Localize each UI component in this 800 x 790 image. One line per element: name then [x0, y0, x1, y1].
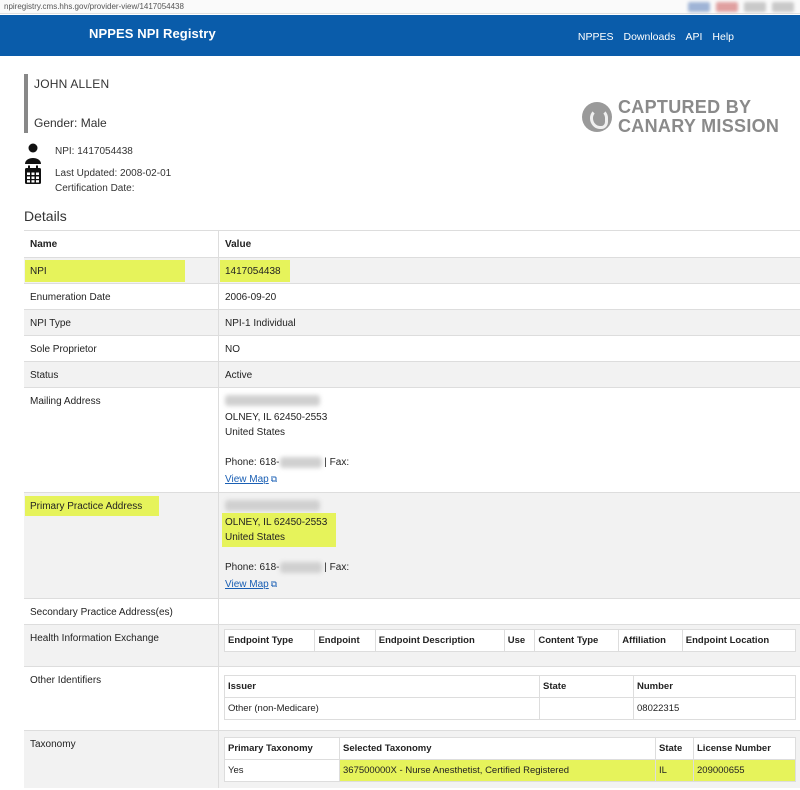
url-text[interactable]: npiregistry.cms.hhs.gov/provider-view/14… [4, 2, 184, 11]
mailing-address-label: Mailing Address [30, 396, 101, 407]
provider-header-bar [24, 74, 28, 133]
redacted-street [225, 500, 320, 511]
hie-col-endpoint-description: Endpoint Description [374, 629, 505, 652]
npi-value: 1417054438 [225, 266, 281, 277]
table-row: Sole Proprietor NO [24, 335, 800, 361]
status-label: Status [30, 370, 59, 381]
redacted-street [225, 395, 320, 406]
person-icon [25, 143, 41, 164]
hie-col-content-type: Content Type [534, 629, 620, 652]
practice-phone: Phone: 618- | Fax: [225, 562, 350, 574]
highlight-mark [25, 496, 159, 516]
provider-gender: Gender: Male [34, 116, 107, 130]
enumeration-date-value: 2006-09-20 [225, 292, 277, 303]
nav-link-api[interactable]: API [685, 31, 703, 43]
mailing-country: United States [225, 427, 286, 438]
practice-country: United States [225, 532, 286, 543]
col-state: State [539, 675, 634, 698]
table-row: Secondary Practice Address(es) [24, 598, 800, 624]
npi-type-value: NPI-1 Individual [225, 318, 296, 329]
redacted-phone [279, 562, 322, 573]
nav-link-downloads[interactable]: Downloads [623, 31, 676, 43]
browser-toolbar-icons [688, 2, 794, 12]
highlight-mark [220, 260, 290, 282]
sole-proprietor-value: NO [225, 344, 240, 355]
nav-link-nppes[interactable]: NPPES [577, 31, 614, 43]
mailing-city: OLNEY, IL 62450-2553 [225, 412, 328, 423]
col-name-header: Name [30, 239, 58, 250]
col-number: Number [633, 675, 796, 698]
table-row: NPI 1417054438 [24, 257, 800, 283]
issuer-cell: Other (non-Medicare) [224, 697, 540, 720]
hie-row: Health Information Exchange Endpoint Typ… [24, 624, 800, 666]
col-value-header: Value [225, 239, 252, 250]
hie-col-endpoint: Endpoint [314, 629, 376, 652]
table-row: Yes 367500000X - Nurse Anesthetist, Cert… [224, 759, 796, 782]
mailing-view-map-link[interactable]: View Map ⧉ [225, 474, 278, 485]
canary-logo-icon [582, 102, 612, 132]
taxonomy-row: Taxonomy Primary Taxonomy Selected Taxon… [24, 730, 800, 788]
npi-type-label: NPI Type [30, 318, 71, 329]
details-header-row: Name Value [24, 230, 800, 257]
details-heading: Details [24, 208, 67, 224]
col-selected-taxonomy: Selected Taxonomy [339, 737, 656, 760]
taxonomy-table: Primary Taxonomy Selected Taxonomy State… [224, 737, 796, 782]
hie-col-use: Use [503, 629, 536, 652]
practice-city: OLNEY, IL 62450-2553 [225, 517, 328, 528]
hie-table: Endpoint Type Endpoint Endpoint Descript… [223, 629, 797, 652]
status-value: Active [225, 370, 253, 381]
selected-taxonomy-cell: 367500000X - Nurse Anesthetist, Certifie… [339, 759, 656, 782]
col-state: State [655, 737, 694, 760]
table-row: NPI Type NPI-1 Individual [24, 309, 800, 335]
external-link-icon: ⧉ [270, 474, 278, 484]
browser-url-bar[interactable]: npiregistry.cms.hhs.gov/provider-view/14… [0, 0, 800, 14]
watermark-text: CAPTURED BY CANARY MISSION [618, 97, 780, 136]
table-row: Other (non-Medicare) 08022315 [224, 697, 796, 720]
highlight-mark [222, 513, 336, 547]
certification-date: Certification Date: [55, 183, 135, 194]
enumeration-date-label: Enumeration Date [30, 292, 111, 303]
brand-title[interactable]: NPPES NPI Registry [89, 26, 216, 41]
npi-number: NPI: 1417054438 [55, 146, 133, 157]
practice-address-row: Primary Practice Address OLNEY, IL 62450… [24, 492, 800, 598]
canary-mission-watermark: CAPTURED BY CANARY MISSION [582, 98, 779, 136]
hie-col-affiliation: Affiliation [618, 629, 683, 652]
mailing-phone: Phone: 618- | Fax: [225, 457, 350, 469]
state-cell [539, 697, 634, 720]
sole-proprietor-label: Sole Proprietor [30, 344, 97, 355]
practice-address-label: Primary Practice Address [30, 501, 143, 512]
nav-links: NPPES Downloads API Help [578, 31, 734, 43]
col-primary-taxonomy: Primary Taxonomy [224, 737, 340, 760]
number-cell: 08022315 [633, 697, 796, 720]
calendar-icon [25, 165, 41, 184]
details-table: Name Value NPI 1417054438 Enumeration Da… [24, 230, 800, 788]
taxonomy-label: Taxonomy [30, 739, 76, 750]
col-issuer: Issuer [224, 675, 540, 698]
other-identifiers-row: Other Identifiers Issuer State Number Ot… [24, 666, 800, 730]
top-navbar: NPPES NPI Registry NPPES Downloads API H… [0, 15, 800, 56]
provider-name: JOHN ALLEN [34, 77, 110, 91]
table-row: Status Active [24, 361, 800, 387]
hie-col-endpoint-location: Endpoint Location [681, 629, 797, 652]
hie-col-endpoint-type: Endpoint Type [223, 629, 316, 652]
redacted-phone [279, 457, 322, 468]
primary-taxonomy-cell: Yes [224, 759, 340, 782]
npi-label: NPI [30, 266, 47, 277]
other-identifiers-table: Issuer State Number Other (non-Medicare)… [224, 675, 796, 720]
last-updated: Last Updated: 2008-02-01 [55, 168, 172, 179]
hie-label: Health Information Exchange [30, 633, 159, 644]
highlight-mark [25, 260, 185, 282]
taxonomy-state-cell: IL [655, 759, 694, 782]
table-row: Enumeration Date 2006-09-20 [24, 283, 800, 309]
other-identifiers-label: Other Identifiers [30, 675, 102, 686]
col-license-number: License Number [693, 737, 796, 760]
nav-link-help[interactable]: Help [712, 31, 734, 43]
practice-view-map-link[interactable]: View Map ⧉ [225, 579, 278, 590]
mailing-address-row: Mailing Address OLNEY, IL 62450-2553 Uni… [24, 387, 800, 492]
license-number-cell: 209000655 [693, 759, 796, 782]
secondary-address-label: Secondary Practice Address(es) [30, 607, 173, 618]
external-link-icon: ⧉ [270, 579, 278, 589]
